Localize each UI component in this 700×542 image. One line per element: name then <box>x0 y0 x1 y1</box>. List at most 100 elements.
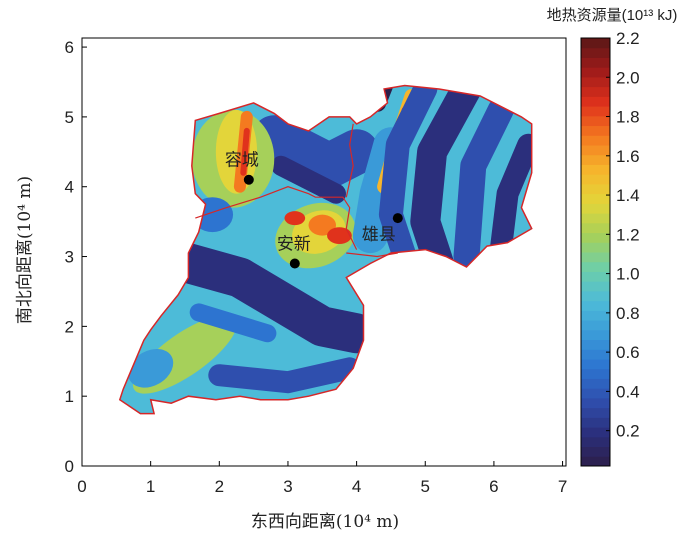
site-point <box>392 213 403 224</box>
colorbar-step <box>581 378 610 389</box>
colorbar-step <box>581 38 610 49</box>
colorbar-step <box>581 242 610 253</box>
x-tick-label: 6 <box>489 477 498 496</box>
colorbar-step <box>581 154 610 165</box>
colorbar-step <box>581 203 610 214</box>
colorbar-step <box>581 232 610 243</box>
colorbar-step <box>581 446 610 457</box>
colorbar-step <box>581 96 610 107</box>
map-band <box>378 85 438 269</box>
colorbar-step <box>581 106 610 117</box>
county-boundary <box>195 186 358 250</box>
colorbar-tick-label: 0.2 <box>616 422 640 441</box>
x-tick-label: 1 <box>146 477 155 496</box>
colorbar-step <box>581 407 610 418</box>
site-label: 雄县 <box>362 225 396 245</box>
map-band <box>144 236 377 354</box>
colorbar-tick-label: 0.6 <box>616 343 640 362</box>
county-boundary <box>346 252 398 258</box>
x-tick-label: 5 <box>421 477 430 496</box>
colorbar-step <box>581 145 610 156</box>
y-tick-label: 1 <box>65 387 74 406</box>
y-axis-label: 南北向距离(10⁴ m) <box>15 176 35 324</box>
map-band <box>208 357 361 394</box>
site-point <box>289 258 300 269</box>
colorbar-step <box>581 135 610 146</box>
y-tick-label: 3 <box>65 248 74 267</box>
site-label: 容城 <box>225 151 259 171</box>
site-point <box>243 174 254 185</box>
map-band <box>368 85 394 112</box>
colorbar-step <box>581 349 610 360</box>
colorbar-step <box>581 193 610 204</box>
colorbar-tick-label: 2.2 <box>616 29 640 48</box>
map-zone <box>308 214 337 236</box>
map-zone <box>327 227 352 244</box>
colorbar-step <box>581 281 610 292</box>
colorbar-step <box>581 86 610 97</box>
map-zone <box>191 197 234 233</box>
x-tick-label: 2 <box>215 477 224 496</box>
map-band <box>251 115 380 189</box>
colorbar-step <box>581 320 610 331</box>
colorbar-step <box>581 397 610 409</box>
x-tick-label: 4 <box>352 477 361 496</box>
region-outline <box>118 84 533 415</box>
colorbar-step <box>581 115 610 127</box>
colorbar-tick-label: 0.8 <box>616 304 640 323</box>
colorbar-step <box>581 67 610 78</box>
colorbar-step <box>581 213 610 224</box>
colorbar-step <box>581 388 610 399</box>
colorbar-tick-label: 1.2 <box>616 225 640 244</box>
colorbar-step <box>581 57 610 68</box>
colorbar-step <box>581 164 610 175</box>
site-label: 安新 <box>277 235 311 255</box>
colorbar-step <box>581 261 610 272</box>
y-tick-label: 6 <box>65 38 74 57</box>
y-tick-label: 5 <box>65 108 74 127</box>
colorbar-frame <box>580 37 611 467</box>
colorbar-step <box>581 329 610 341</box>
y-tick-label: 0 <box>65 457 74 476</box>
y-tick-label: 2 <box>65 317 74 336</box>
colorbar-step <box>581 436 610 448</box>
colorbar-step <box>581 417 610 428</box>
map-band <box>410 85 482 279</box>
x-tick-label: 0 <box>77 477 86 496</box>
colorbar-step <box>581 339 610 350</box>
map-band <box>189 303 277 343</box>
colorbar-step <box>581 290 610 302</box>
colorbar-step <box>581 222 610 234</box>
colorbar-title: 地热资源量(10¹³ kJ) <box>547 7 678 24</box>
county-boundary <box>345 123 354 198</box>
colorbar-step <box>581 183 610 195</box>
colorbar-step <box>581 359 610 370</box>
map-band <box>271 155 346 204</box>
colorbar-tick-label: 0.4 <box>616 382 640 401</box>
map-band <box>489 133 532 261</box>
map-fill <box>119 85 532 414</box>
colorbar-tick-label: 1.8 <box>616 108 640 127</box>
colorbar-step <box>581 125 610 136</box>
x-tick-label: 3 <box>283 477 292 496</box>
map-band <box>240 127 250 176</box>
colorbar-step <box>581 47 610 58</box>
colorbar-tick-label: 2.0 <box>616 68 640 87</box>
x-axis-label: 东西向距离(10⁴ m) <box>251 512 399 532</box>
colorbar-step <box>581 174 610 185</box>
colorbar-tick-label: 1.0 <box>616 265 640 284</box>
map-band <box>453 96 514 270</box>
map-zone <box>128 348 174 388</box>
colorbar-step <box>581 76 610 88</box>
colorbar-step <box>581 427 610 438</box>
colorbar-step <box>581 310 610 321</box>
colorbar-step <box>581 300 610 311</box>
colorbar-tick-label: 1.4 <box>616 186 640 205</box>
colorbar-step <box>581 368 610 379</box>
y-tick-label: 4 <box>65 178 74 197</box>
colorbar-step <box>581 252 610 263</box>
x-tick-label: 7 <box>558 477 567 496</box>
map-zone <box>284 211 306 226</box>
colorbar-step <box>581 271 610 282</box>
